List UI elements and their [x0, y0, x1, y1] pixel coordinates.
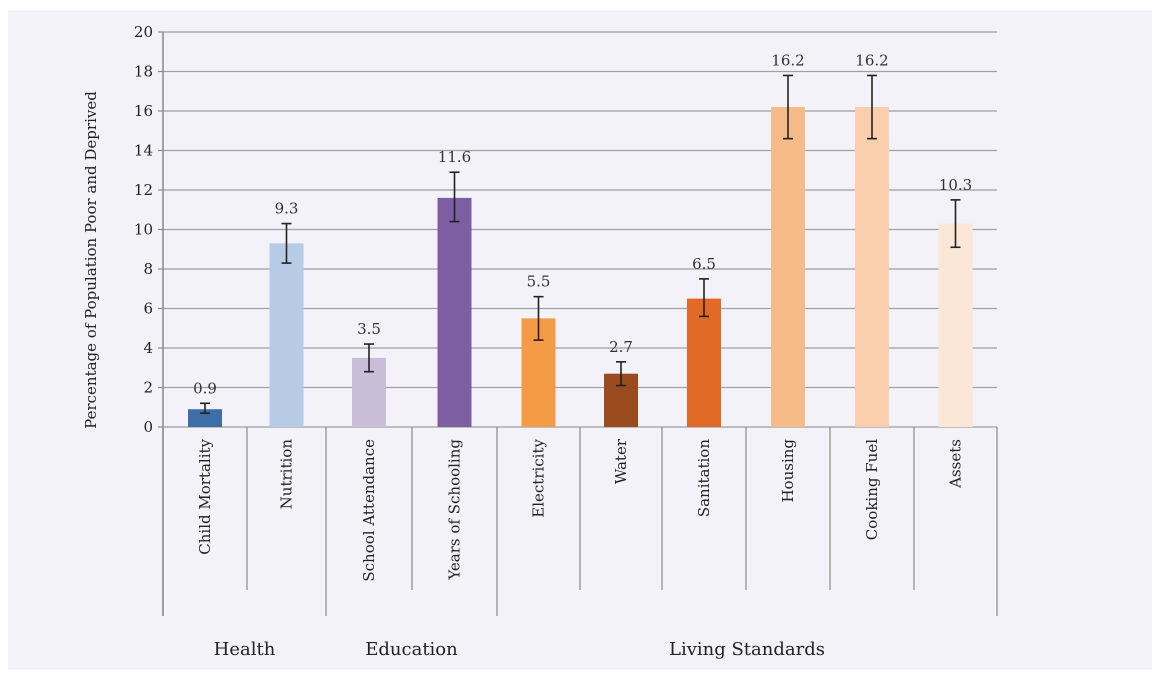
- category-label: Years of Schooling: [446, 439, 464, 581]
- category-label: Water: [612, 438, 630, 484]
- y-axis-title: Percentage of Population Poor and Depriv…: [82, 91, 100, 429]
- data-label: 16.2: [771, 51, 804, 69]
- y-tick-label: 2: [143, 379, 153, 397]
- y-tick-label: 20: [134, 23, 153, 41]
- bar: [437, 197, 472, 427]
- group-label: Health: [214, 639, 276, 660]
- data-label: 10.3: [939, 176, 972, 194]
- error-bar: [616, 361, 626, 387]
- category-label: Housing: [779, 439, 797, 503]
- data-label: 2.7: [609, 338, 633, 356]
- error-bar: [699, 278, 709, 318]
- bar: [687, 298, 721, 427]
- error-bars: [200, 74, 961, 414]
- data-label: 6.5: [692, 255, 716, 273]
- category-label: Child Mortality: [196, 438, 214, 554]
- category-label: Sanitation: [695, 439, 713, 518]
- error-bar: [449, 171, 460, 223]
- category-label: School Attendance: [360, 439, 378, 582]
- bars: [188, 107, 973, 428]
- group-labels: Health Education Living Standards: [214, 639, 825, 660]
- category-label: Cooking Fuel: [863, 439, 881, 540]
- y-tick-label: 14: [134, 142, 153, 160]
- axes: 0 2 4 6 8 10 12 14 16 18 20: [134, 23, 998, 616]
- data-label: 3.5: [357, 320, 381, 338]
- category-labels: Child Mortality Nutrition School Attendanc…: [196, 438, 965, 581]
- data-label: 16.2: [855, 51, 888, 69]
- error-bar: [281, 222, 292, 264]
- y-tick-label: 10: [134, 221, 153, 239]
- chart-root: 0.9 9.3 3.5 11.6 5.5 2.7 6.5 16.2 16.2 10.3 0 2 4 6 8…: [8, 10, 1152, 670]
- group-label: Living Standards: [669, 639, 825, 660]
- category-label: Assets: [947, 439, 965, 489]
- data-label: 11.6: [438, 148, 471, 166]
- y-tick-label: 6: [143, 300, 153, 318]
- error-bar: [200, 402, 210, 414]
- bar: [269, 243, 304, 427]
- data-labels: 0.9 9.3 3.5 11.6 5.5 2.7 6.5 16.2 16.2 10.3: [193, 51, 972, 397]
- bar: [855, 107, 889, 428]
- data-label: 5.5: [527, 273, 551, 291]
- bar: [771, 107, 805, 428]
- data-label: 9.3: [275, 200, 299, 218]
- error-bar: [950, 199, 961, 249]
- data-label: 0.9: [193, 379, 217, 397]
- category-label: Nutrition: [278, 439, 296, 510]
- y-tick-label: 18: [134, 63, 153, 81]
- bar: [188, 409, 222, 427]
- y-tick-label: 0: [143, 418, 153, 436]
- y-tick-label: 8: [143, 260, 153, 278]
- error-bar: [364, 343, 374, 373]
- error-bar: [783, 74, 793, 140]
- y-tick-label: 16: [134, 102, 153, 120]
- error-bar: [867, 74, 877, 140]
- y-tick-label: 4: [143, 339, 153, 357]
- group-label: Education: [365, 639, 458, 660]
- y-tick-label: 12: [134, 181, 153, 199]
- category-label: Electricity: [530, 438, 548, 517]
- bar: [938, 223, 973, 427]
- bar-chart: 0.9 9.3 3.5 11.6 5.5 2.7 6.5 16.2 16.2 10.3 0 2 4 6 8…: [82, 23, 998, 660]
- error-bar: [533, 295, 544, 341]
